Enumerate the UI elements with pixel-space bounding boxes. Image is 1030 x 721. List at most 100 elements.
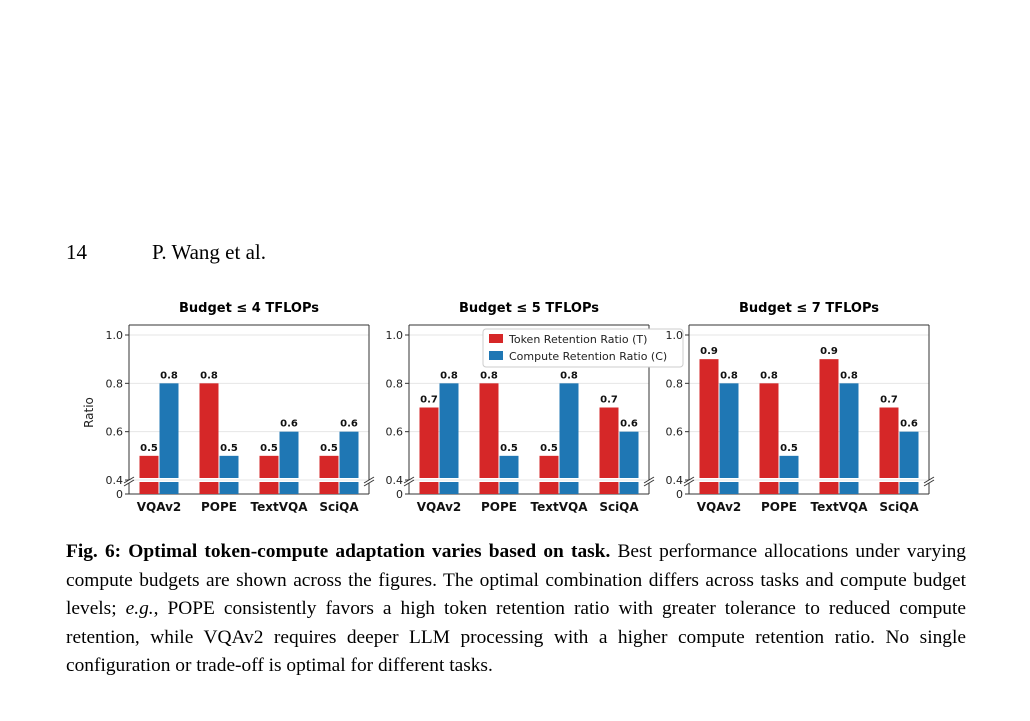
ytick-label-0: 0.6 bbox=[106, 426, 124, 439]
data-label-1-0-0: 0.7 bbox=[420, 395, 438, 406]
ytick-label-1: 0.6 bbox=[386, 426, 404, 439]
data-label-2-0-0: 0.9 bbox=[700, 346, 718, 357]
x-tick-label-0-1: POPE bbox=[201, 500, 237, 514]
break-mark-0-1 bbox=[363, 476, 375, 484]
bar-token-0-3 bbox=[319, 455, 339, 478]
bar-compute-1-2 bbox=[559, 383, 579, 478]
bar-lower-token-2-1 bbox=[759, 482, 779, 494]
data-label-2-2-0: 0.9 bbox=[820, 346, 838, 357]
ytick-zero-label-0: 0 bbox=[116, 488, 123, 501]
bar-token-1-3 bbox=[599, 407, 619, 478]
bar-token-2-3 bbox=[879, 407, 899, 478]
data-label-0-1-1: 0.5 bbox=[220, 443, 238, 454]
legend-label-0: Token Retention Ratio (T) bbox=[508, 333, 647, 346]
data-label-0-3-0: 0.5 bbox=[320, 443, 338, 454]
bar-token-2-2 bbox=[819, 359, 839, 478]
bar-token-2-0 bbox=[699, 359, 719, 478]
x-tick-label-2-1: POPE bbox=[761, 500, 797, 514]
caption-label: Fig. 6: Optimal token-compute adaptation… bbox=[66, 541, 611, 562]
chart-title-2: Budget ≤ 7 TFLOPs bbox=[739, 301, 879, 316]
caption-text-2: , POPE consistently favors a high token … bbox=[66, 598, 966, 676]
break-mark-lower-0-0 bbox=[123, 479, 135, 487]
bar-lower-token-1-3 bbox=[599, 482, 619, 494]
ytick-label-0: 0.4 bbox=[106, 474, 124, 487]
ytick-label-1: 0.4 bbox=[386, 474, 404, 487]
bar-lower-compute-1-1 bbox=[499, 482, 519, 494]
data-label-1-3-1: 0.6 bbox=[620, 419, 638, 430]
break-mark-lower-2-1 bbox=[923, 479, 935, 487]
bar-lower-compute-2-1 bbox=[779, 482, 799, 494]
caption-eg: e.g. bbox=[125, 598, 154, 619]
x-tick-label-1-1: POPE bbox=[481, 500, 517, 514]
page-number: 14 bbox=[66, 240, 87, 264]
ytick-label-2: 1.0 bbox=[666, 329, 684, 342]
legend-swatch-0 bbox=[489, 334, 503, 343]
caption-text-1: Best performance allocations under varyi… bbox=[66, 541, 966, 619]
data-label-0-0-0: 0.5 bbox=[140, 443, 158, 454]
bar-lower-token-1-2 bbox=[539, 482, 559, 494]
ytick-zero-label-1: 0 bbox=[396, 488, 403, 501]
bar-lower-compute-0-1 bbox=[219, 482, 239, 494]
running-title: P. Wang et al. bbox=[152, 240, 266, 264]
break-mark-lower-1-1 bbox=[643, 479, 655, 487]
break-mark-lower-0-1 bbox=[363, 479, 375, 487]
bar-token-1-2 bbox=[539, 455, 559, 478]
x-tick-label-2-0: VQAv2 bbox=[697, 500, 742, 514]
break-mark-lower-2-0 bbox=[683, 479, 695, 487]
bar-compute-2-3 bbox=[899, 431, 919, 478]
bar-lower-token-0-0 bbox=[139, 482, 159, 494]
bar-token-1-0 bbox=[419, 407, 439, 478]
data-label-2-1-1: 0.5 bbox=[780, 443, 798, 454]
data-label-2-0-1: 0.8 bbox=[720, 370, 738, 381]
legend-box bbox=[482, 328, 684, 368]
chart-title-0: Budget ≤ 4 TFLOPs bbox=[179, 301, 319, 316]
bar-compute-2-0 bbox=[719, 383, 739, 478]
data-label-0-2-1: 0.6 bbox=[280, 419, 298, 430]
ytick-label-1: 1.0 bbox=[386, 329, 404, 342]
bar-compute-0-0 bbox=[159, 383, 179, 478]
chart-title-1: Budget ≤ 5 TFLOPs bbox=[459, 301, 599, 316]
data-label-1-2-0: 0.5 bbox=[540, 443, 558, 454]
bar-compute-0-2 bbox=[279, 431, 299, 478]
x-tick-label-0-2: TextVQA bbox=[251, 500, 309, 514]
bar-lower-token-0-3 bbox=[319, 482, 339, 494]
bar-token-0-2 bbox=[259, 455, 279, 478]
ytick-zero-label-2: 0 bbox=[676, 488, 683, 501]
bar-compute-0-3 bbox=[339, 431, 359, 478]
bar-charts: Budget ≤ 4 TFLOPs 0.4 0.6 0.8 1.0 0 Ratio 0.5 0.… bbox=[82, 301, 935, 514]
legend-swatch-1 bbox=[489, 351, 503, 360]
break-mark-1-0 bbox=[403, 476, 415, 484]
bar-compute-1-1 bbox=[499, 455, 519, 478]
bar-compute-1-3 bbox=[619, 431, 639, 478]
ytick-label-2: 0.6 bbox=[666, 426, 684, 439]
break-mark-1-1 bbox=[643, 476, 655, 484]
bar-lower-compute-2-3 bbox=[899, 482, 919, 494]
data-label-0-0-1: 0.8 bbox=[160, 370, 178, 381]
data-label-2-2-1: 0.8 bbox=[840, 370, 858, 381]
bar-compute-0-1 bbox=[219, 455, 239, 478]
bar-lower-token-1-1 bbox=[479, 482, 499, 494]
bar-lower-token-1-0 bbox=[419, 482, 439, 494]
data-label-0-3-1: 0.6 bbox=[340, 419, 358, 430]
break-mark-lower-1-0 bbox=[403, 479, 415, 487]
bar-lower-compute-0-3 bbox=[339, 482, 359, 494]
ytick-label-2: 0.4 bbox=[666, 474, 684, 487]
x-tick-label-2-3: SciQA bbox=[879, 500, 919, 514]
page-header: 14 P. Wang et al. bbox=[66, 240, 966, 268]
break-mark-0-0 bbox=[123, 476, 135, 484]
bar-lower-compute-1-0 bbox=[439, 482, 459, 494]
bar-lower-token-2-2 bbox=[819, 482, 839, 494]
x-tick-label-0-3: SciQA bbox=[319, 500, 359, 514]
bar-lower-token-0-2 bbox=[259, 482, 279, 494]
ytick-label-2: 0.8 bbox=[666, 377, 684, 390]
data-label-0-1-0: 0.8 bbox=[200, 370, 218, 381]
bar-compute-1-0 bbox=[439, 383, 459, 478]
bar-token-0-1 bbox=[199, 383, 219, 478]
data-label-2-1-0: 0.8 bbox=[760, 370, 778, 381]
x-tick-label-1-3: SciQA bbox=[599, 500, 639, 514]
data-label-2-3-0: 0.7 bbox=[880, 395, 898, 406]
x-tick-label-2-2: TextVQA bbox=[811, 500, 869, 514]
y-axis-label-0: Ratio bbox=[82, 397, 96, 428]
x-tick-label-0-0: VQAv2 bbox=[137, 500, 182, 514]
bar-token-2-1 bbox=[759, 383, 779, 478]
